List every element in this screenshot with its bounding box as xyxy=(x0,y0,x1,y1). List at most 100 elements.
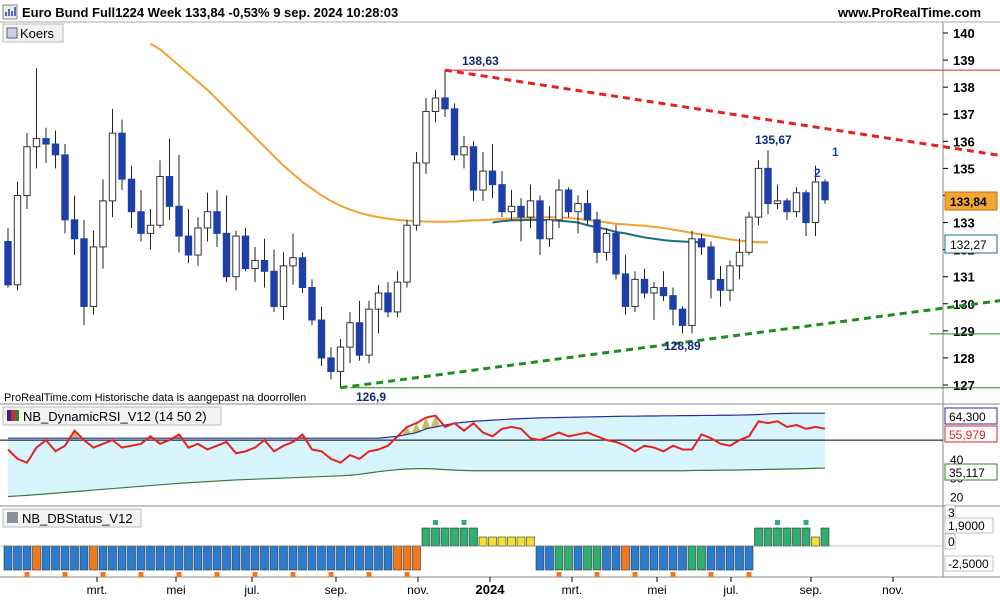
status-bar xyxy=(488,536,497,547)
candle-body xyxy=(308,287,316,321)
status-bar xyxy=(260,545,269,571)
candle-body xyxy=(536,200,544,240)
status-bar xyxy=(250,545,260,571)
candle-body xyxy=(156,176,164,226)
price-legend[interactable]: Koers xyxy=(2,23,64,43)
status-bar xyxy=(630,545,640,571)
status-bar xyxy=(516,536,526,547)
status-legend[interactable]: NB_DBStatus_V12 xyxy=(2,508,142,528)
candle-body xyxy=(422,111,430,164)
time-tick-label: sep. xyxy=(800,583,823,597)
candle-body xyxy=(640,278,649,294)
candle-body xyxy=(260,259,269,272)
current-price-label: 133,84 xyxy=(950,195,987,209)
rsi-upper-value: 64,300 xyxy=(949,410,986,424)
status-bar xyxy=(231,545,241,571)
candle-body xyxy=(507,205,516,213)
candle-body xyxy=(678,308,687,326)
status-bar xyxy=(763,527,773,547)
status-bar xyxy=(269,545,279,571)
status-bar xyxy=(165,545,174,571)
price-panel[interactable]: 1401391381371361351341331321311301291281… xyxy=(2,23,1000,404)
candle-body xyxy=(431,97,440,113)
status-bar xyxy=(782,527,792,547)
status-bar xyxy=(393,545,402,571)
current-price-badge: 133,84 xyxy=(944,191,998,211)
status-bar xyxy=(820,527,830,547)
ma-value-badge: 132,27 xyxy=(944,234,998,254)
status-bar xyxy=(51,545,60,571)
status-bar xyxy=(279,545,288,571)
status-tick-box xyxy=(944,533,956,550)
chart-title: Euro Bund Full1224 Week 133,84 -0,53% 9 … xyxy=(22,5,398,20)
candle-body xyxy=(659,287,668,297)
status-panel[interactable]: 31,9000 0 -2,5000 NB_DBStatus_V12 xyxy=(0,504,994,577)
status-marker xyxy=(328,572,334,577)
candle-body xyxy=(811,181,820,224)
status-marker xyxy=(556,572,562,577)
candle-body xyxy=(118,132,126,180)
candle-body xyxy=(108,132,117,202)
candle-body xyxy=(583,203,592,221)
rsi-panel[interactable]: 403020 NB_DynamicRSI_V12 (14 50 2) 64,30… xyxy=(0,406,998,504)
candle-body xyxy=(165,176,174,207)
candle-body xyxy=(498,184,506,213)
status-bar xyxy=(573,545,583,571)
candle-body xyxy=(241,235,250,270)
status-bar xyxy=(602,545,611,571)
candle-body xyxy=(792,192,801,213)
status-marker xyxy=(746,572,752,577)
rsi-tick-label: 20 xyxy=(950,490,964,504)
candle-body xyxy=(716,278,725,291)
status-bar xyxy=(811,536,820,547)
status-bar xyxy=(583,545,592,571)
status-bar xyxy=(725,545,735,571)
status-marker xyxy=(100,572,106,577)
candle-body xyxy=(488,170,497,186)
bars-icon xyxy=(5,7,16,16)
rsi-legend[interactable]: NB_DynamicRSI_V12 (14 50 2) xyxy=(2,406,222,426)
status-bar xyxy=(478,536,488,547)
price-tick-label: 135 xyxy=(953,161,975,176)
status-bar xyxy=(22,545,32,571)
candles xyxy=(4,68,829,388)
status-marker xyxy=(176,572,182,577)
time-tick-label: nov. xyxy=(882,583,904,597)
status-bar xyxy=(792,527,801,547)
status-marker xyxy=(290,572,296,577)
brand-label[interactable]: www.ProRealTime.com xyxy=(837,5,981,20)
status-bar xyxy=(649,545,659,571)
candle-body xyxy=(602,232,611,253)
candle-icon xyxy=(6,27,18,39)
status-marker xyxy=(803,520,809,525)
price-annotation: 1 xyxy=(832,145,839,159)
status-bar xyxy=(687,545,697,571)
status-bar xyxy=(374,545,383,571)
status-bar xyxy=(203,545,212,571)
time-axis: mrt. mei jul. sep. nov. 2024 mrt. mei jul. sep. no… xyxy=(87,577,904,597)
candle-body xyxy=(621,273,630,307)
rsi-legend-label: NB_DynamicRSI_V12 (14 50 2) xyxy=(23,409,207,424)
candle-body xyxy=(735,251,744,267)
time-tick-label: mrt. xyxy=(562,583,583,597)
status-marker xyxy=(24,572,30,577)
status-tick-label: 3 xyxy=(948,506,955,520)
status-icon xyxy=(7,512,18,523)
status-bar xyxy=(554,545,564,571)
candle-body xyxy=(51,143,60,156)
candle-body xyxy=(42,138,50,145)
candle-body xyxy=(631,278,639,307)
status-marker xyxy=(404,572,410,577)
rsi-lower-line xyxy=(7,467,826,498)
status-bar xyxy=(127,545,136,571)
support-line xyxy=(340,299,1000,390)
candle-body xyxy=(574,203,582,213)
ma-value-label: 132,27 xyxy=(950,238,987,252)
candle-body xyxy=(194,227,202,256)
price-tick-label: 139 xyxy=(953,53,975,68)
candle-body xyxy=(175,205,183,237)
status-bar xyxy=(754,527,763,547)
price-tick-label: 138 xyxy=(953,80,975,95)
price-tick-label: 136 xyxy=(953,134,975,149)
status-bar xyxy=(706,545,716,571)
